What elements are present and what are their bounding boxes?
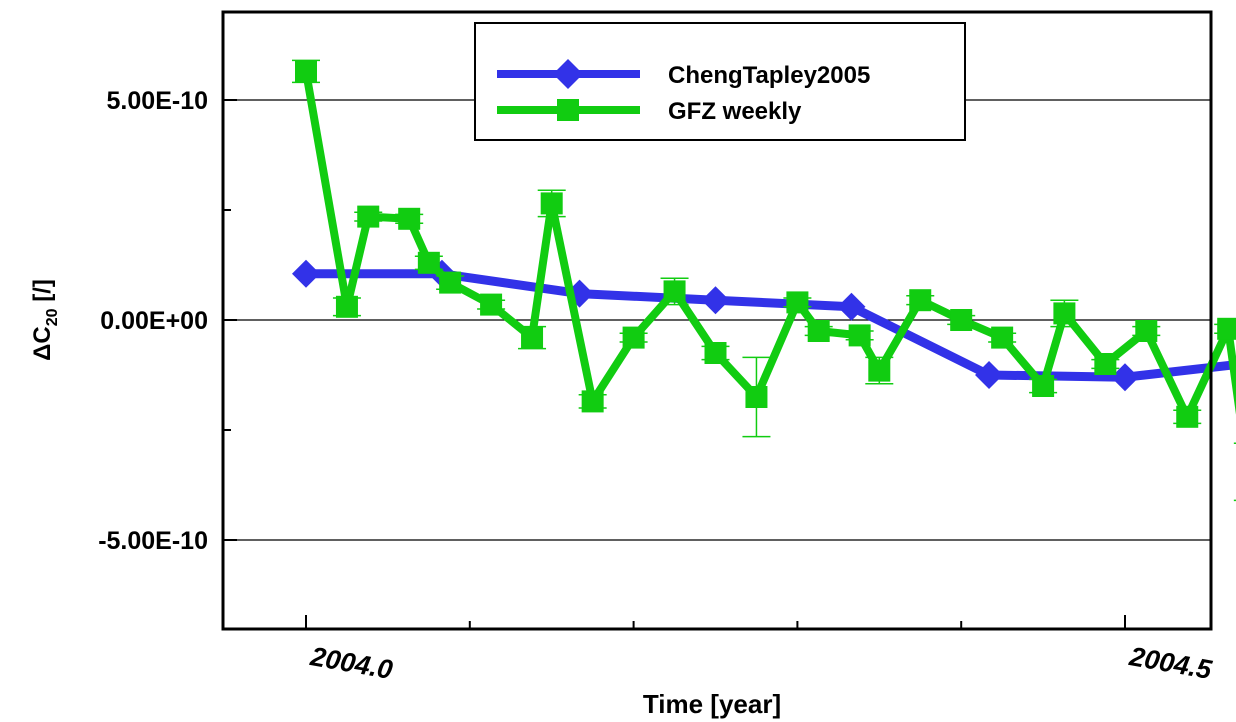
series-1-point-10	[622, 326, 645, 349]
series-1-point-0	[295, 60, 317, 83]
y-axis-title-main: ΔC	[29, 326, 56, 361]
x-tick-label-1: 2004.5	[1126, 641, 1214, 685]
y-axis-title-unit: [/]	[29, 279, 56, 308]
series-1-point-24	[1135, 320, 1158, 342]
legend: ChengTapley2005 GFZ weekly	[474, 22, 966, 141]
y-tick-label-2: -5.00E-10	[98, 527, 208, 555]
legend-marker-diamond	[553, 59, 583, 89]
series-1-point-22	[1053, 302, 1076, 325]
series-1-point-23	[1094, 353, 1117, 375]
y-axis-title-subscript: 20	[44, 308, 61, 326]
series-0-point-0	[292, 259, 320, 288]
series-1-point-8	[540, 192, 563, 215]
series-0-point-5	[975, 361, 1004, 389]
legend-marker-square	[557, 99, 579, 121]
series-layer	[292, 59, 1236, 502]
series-1-point-20	[991, 326, 1014, 349]
series-1-point-18	[909, 289, 932, 312]
y-tick-label-1: 0.00E+00	[100, 307, 208, 335]
legend-label-gfz: GFZ weekly	[668, 98, 802, 125]
x-axis-title: Time [year]	[643, 689, 781, 719]
series-1-point-13	[745, 386, 768, 408]
series-1-point-26	[1217, 317, 1236, 340]
x-tick-label-0: 2004.0	[307, 641, 395, 685]
series-1-point-12	[704, 342, 727, 364]
series-1-point-5	[439, 271, 462, 294]
series-0-point-3	[701, 286, 730, 315]
series-1-point-15	[807, 320, 830, 342]
series-1-point-25	[1176, 405, 1199, 428]
y-axis-ticks: 5.00E-10 0.00E+00 -5.00E-10	[98, 87, 237, 555]
series-1-point-3	[398, 207, 421, 230]
series-1	[292, 59, 1236, 502]
series-0-point-4	[837, 292, 866, 321]
legend-box	[474, 22, 966, 141]
series-0-point-6	[1111, 363, 1139, 392]
y-axis-title: ΔC20 [/]	[29, 279, 61, 361]
series-1-point-7	[521, 326, 544, 349]
series-1-point-14	[786, 291, 809, 314]
series-0	[292, 259, 1236, 392]
series-1-point-21	[1032, 375, 1055, 397]
y-tick-label-0: 5.00E-10	[107, 87, 208, 115]
series-1-point-17	[868, 359, 891, 382]
series-1-point-19	[950, 309, 973, 331]
series-1-point-6	[480, 293, 503, 316]
legend-label-chengtapley: ChengTapley2005	[668, 62, 870, 89]
series-1-point-16	[848, 324, 871, 347]
series-1-point-11	[663, 280, 686, 303]
series-1-point-9	[581, 390, 604, 413]
series-1-point-4	[417, 251, 440, 274]
series-1-point-2	[357, 205, 380, 228]
series-1-point-1	[335, 295, 358, 318]
